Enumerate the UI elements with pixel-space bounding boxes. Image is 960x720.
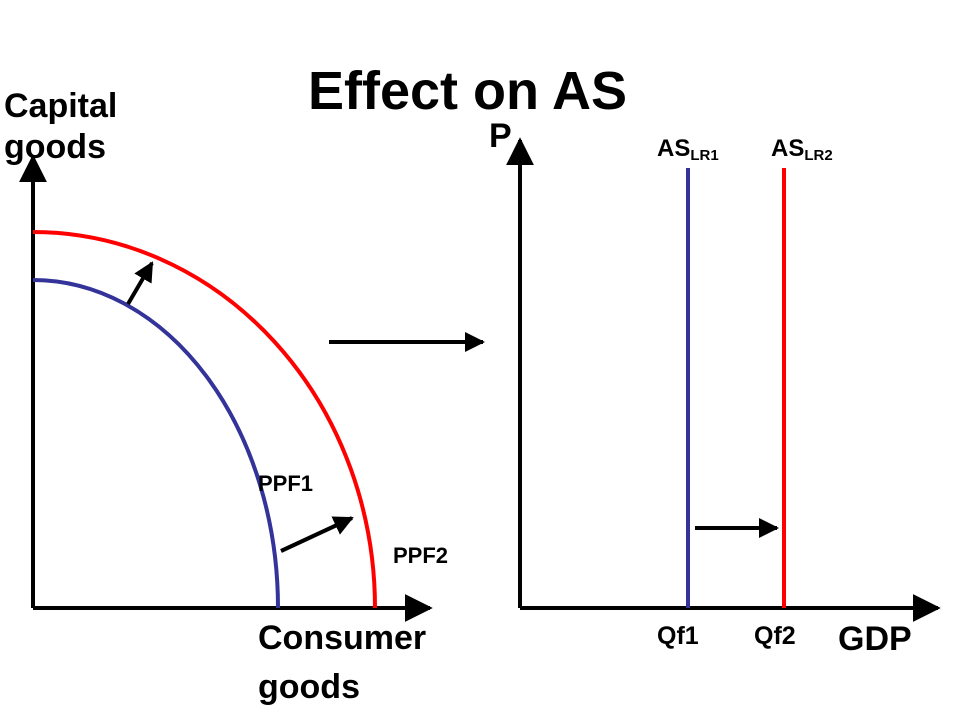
qf1-tick-label: Qf1 <box>657 622 699 650</box>
slide-title: Effect on AS <box>308 61 628 121</box>
ppf2-curve <box>32 230 377 609</box>
ppf-shift-arrow-lower <box>280 516 354 553</box>
ppf1-label: PPF1 <box>258 471 314 496</box>
ppf-shift-arrow-upper <box>126 261 154 306</box>
aslr1-label-sub: LR1 <box>690 147 719 164</box>
qf2-tick-label: Qf2 <box>754 622 796 650</box>
ppf1-curve <box>32 278 280 609</box>
ppf2-label: PPF2 <box>393 543 449 568</box>
aslr2-label: ASLR2 <box>771 135 833 164</box>
aslr2-label-sub: LR2 <box>804 147 833 164</box>
aslr1-label: ASLR1 <box>657 135 719 164</box>
right-y-axis-label: P <box>489 117 512 155</box>
aslr2-label-main: AS <box>771 135 805 162</box>
left-y-axis-label: Capital goods <box>4 87 118 166</box>
left-x-axis-label: Consumer goods <box>258 619 427 707</box>
right-x-axis-label: GDP <box>838 620 912 658</box>
aslr1-label-main: AS <box>657 135 691 162</box>
